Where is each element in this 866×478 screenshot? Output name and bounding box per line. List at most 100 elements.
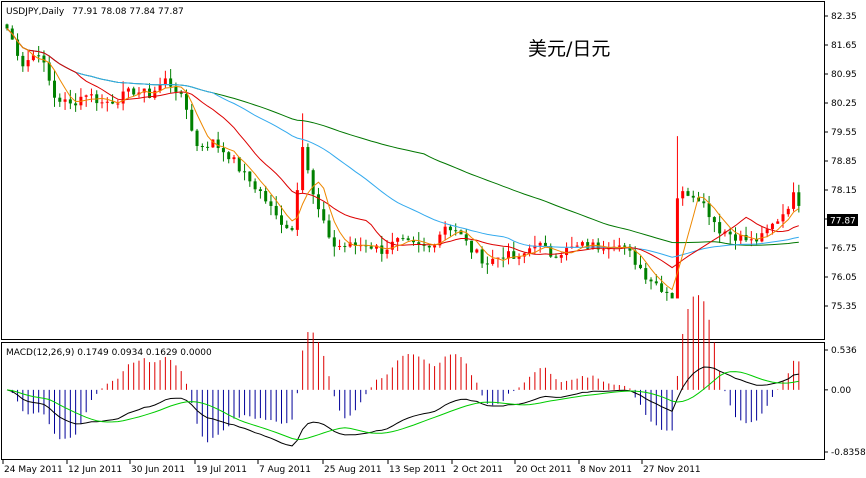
price-tick-label: 79.55: [831, 128, 857, 138]
candle-body: [565, 247, 569, 256]
candle-body: [681, 191, 685, 199]
candle-body: [89, 94, 93, 96]
candle-body: [406, 238, 410, 241]
candle-body: [53, 80, 57, 98]
candle-body: [760, 233, 764, 242]
candle-body: [84, 95, 88, 97]
candle-body: [765, 229, 769, 234]
candle-body: [105, 101, 109, 103]
candle-body: [21, 55, 25, 67]
candle-body: [16, 39, 20, 56]
candle-body: [549, 245, 553, 257]
candle-body: [269, 201, 273, 206]
candle-body: [633, 250, 637, 265]
candle-body: [137, 92, 141, 95]
symbol-label: USDJPY,Daily 77.91 78.08 77.84 77.87: [6, 7, 184, 17]
candle-body: [5, 24, 9, 29]
candle-body: [343, 245, 347, 247]
candle-body: [728, 231, 732, 235]
price-axis: 82.3581.6580.9580.2579.5578.8578.1577.45…: [824, 12, 857, 312]
candle-body: [174, 86, 178, 92]
price-tick-label: 76.75: [831, 244, 857, 254]
candle-body: [111, 101, 115, 104]
candle-body: [148, 88, 152, 98]
candle-body: [58, 97, 62, 102]
candle-body: [602, 249, 606, 251]
candle-body: [459, 230, 463, 235]
candle-body: [26, 60, 30, 67]
candle-body: [216, 139, 220, 149]
candle-body: [755, 239, 759, 242]
candle-body: [311, 170, 315, 195]
candle-body: [454, 230, 458, 232]
candle-body: [200, 146, 204, 148]
candle-body: [797, 192, 801, 206]
candle-body: [543, 242, 547, 246]
candle-body: [322, 209, 326, 221]
candle-body: [654, 281, 658, 284]
candle-body: [675, 198, 679, 299]
candle-body: [285, 224, 289, 229]
price-tick-label: 81.65: [831, 41, 857, 51]
candle-body: [353, 242, 357, 246]
candle-body: [348, 242, 352, 247]
price-plot: [5, 23, 801, 301]
candle-body: [68, 99, 72, 104]
candle-body: [792, 192, 796, 209]
candle-body: [433, 245, 437, 248]
candle-body: [258, 189, 262, 192]
candle-body: [480, 249, 484, 264]
candle-body: [401, 238, 405, 240]
candle-body: [533, 245, 537, 249]
candle-body: [126, 88, 130, 92]
candle-body: [522, 253, 526, 257]
date-tick-label: 25 Aug 2011: [324, 465, 382, 475]
candle-body: [575, 245, 579, 247]
candle-body: [506, 251, 510, 259]
symbol-name: USDJPY,Daily: [6, 7, 65, 17]
candle-body: [121, 91, 125, 104]
candle-body: [316, 194, 320, 210]
ohlc-values: 77.91 78.08 77.84 77.87: [72, 7, 184, 17]
candle-body: [190, 109, 194, 131]
candle-body: [163, 78, 167, 85]
candle-body: [733, 234, 737, 241]
macd-tick-label: -0.8358: [831, 448, 866, 458]
candle-body: [280, 215, 284, 225]
macd-label: MACD(12,26,9) 0.1749 0.0934 0.1629 0.000…: [6, 348, 212, 358]
candle-body: [327, 220, 331, 238]
candle-body: [770, 223, 774, 230]
candle-body: [100, 102, 104, 104]
price-tick-label: 75.35: [831, 302, 857, 312]
date-tick-label: 19 Jul 2011: [196, 465, 247, 475]
date-tick-label: 13 Sep 2011: [389, 465, 446, 475]
price-tick-label: 80.95: [831, 70, 857, 80]
candle-body: [211, 139, 215, 148]
date-tick-label: 2 Oct 2011: [453, 465, 503, 475]
candle-body: [628, 246, 632, 251]
candle-body: [749, 239, 753, 241]
candle-body: [617, 245, 621, 247]
candle-body: [74, 103, 78, 106]
current-price-label: 77.87: [830, 217, 856, 227]
candle-body: [475, 249, 479, 253]
macd-signal-line: [6, 371, 799, 441]
candle-body: [142, 88, 146, 93]
candle-body: [781, 214, 785, 222]
candle-body: [707, 203, 711, 218]
candle-body: [295, 190, 299, 230]
candle-body: [491, 258, 495, 264]
macd-axis: 0.536 0.00 -0.8358: [824, 346, 866, 458]
candle-body: [411, 240, 415, 243]
candle-body: [31, 55, 35, 61]
candle-body: [686, 191, 690, 196]
candle-body: [274, 205, 278, 216]
candle-body: [718, 222, 722, 234]
candle-body: [184, 93, 188, 110]
price-tick-label: 78.15: [831, 186, 857, 196]
date-tick-label: 7 Aug 2011: [259, 465, 311, 475]
candle-body: [559, 255, 563, 258]
candle-body: [153, 90, 157, 98]
candle-body: [237, 157, 241, 172]
